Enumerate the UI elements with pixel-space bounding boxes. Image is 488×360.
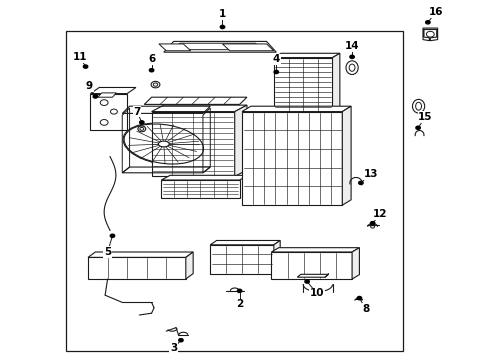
Circle shape <box>358 181 362 184</box>
Text: 16: 16 <box>428 7 443 17</box>
Polygon shape <box>273 240 280 274</box>
Text: 13: 13 <box>363 169 377 179</box>
Polygon shape <box>271 248 359 252</box>
Ellipse shape <box>100 100 108 105</box>
Polygon shape <box>90 94 127 130</box>
Polygon shape <box>151 105 246 112</box>
Polygon shape <box>273 58 332 112</box>
Polygon shape <box>88 257 185 279</box>
Circle shape <box>237 289 241 293</box>
Ellipse shape <box>100 120 108 125</box>
Text: 5: 5 <box>104 247 111 257</box>
Text: 1: 1 <box>219 9 225 19</box>
Text: 8: 8 <box>362 304 368 314</box>
Polygon shape <box>210 245 273 274</box>
Circle shape <box>93 95 98 98</box>
Text: 10: 10 <box>309 288 324 298</box>
Text: 6: 6 <box>148 54 155 64</box>
Polygon shape <box>163 41 276 52</box>
Text: 9: 9 <box>86 81 93 91</box>
Polygon shape <box>161 175 248 180</box>
Circle shape <box>305 280 308 283</box>
Circle shape <box>425 21 429 24</box>
Circle shape <box>140 121 143 124</box>
Text: 2: 2 <box>236 299 243 309</box>
Polygon shape <box>332 53 339 112</box>
Polygon shape <box>422 28 437 41</box>
Ellipse shape <box>140 127 143 130</box>
Polygon shape <box>242 106 350 112</box>
Circle shape <box>273 71 278 74</box>
Polygon shape <box>185 252 193 279</box>
Circle shape <box>370 221 374 225</box>
Circle shape <box>220 25 224 29</box>
Polygon shape <box>351 248 359 279</box>
Polygon shape <box>297 274 328 277</box>
Ellipse shape <box>151 81 160 88</box>
Polygon shape <box>161 180 239 198</box>
Text: 7: 7 <box>133 107 141 117</box>
Polygon shape <box>222 44 273 51</box>
Circle shape <box>415 126 419 129</box>
Circle shape <box>83 65 88 68</box>
Polygon shape <box>88 252 193 257</box>
Circle shape <box>356 296 361 300</box>
Polygon shape <box>342 106 350 205</box>
Polygon shape <box>210 240 280 245</box>
Circle shape <box>110 234 115 238</box>
Ellipse shape <box>123 123 204 165</box>
Text: 15: 15 <box>417 112 432 122</box>
Polygon shape <box>159 44 190 51</box>
Polygon shape <box>273 53 339 58</box>
Ellipse shape <box>411 99 424 113</box>
Polygon shape <box>98 93 116 97</box>
Ellipse shape <box>110 109 117 114</box>
Bar <box>66 31 403 351</box>
Text: 11: 11 <box>72 52 87 62</box>
Ellipse shape <box>138 126 145 132</box>
Circle shape <box>179 338 183 342</box>
Text: 12: 12 <box>372 209 387 219</box>
Polygon shape <box>173 43 264 50</box>
Text: 3: 3 <box>170 343 177 354</box>
Text: 4: 4 <box>272 54 280 64</box>
Circle shape <box>149 69 153 72</box>
Polygon shape <box>151 112 234 176</box>
Ellipse shape <box>426 31 433 37</box>
Ellipse shape <box>153 83 157 86</box>
Polygon shape <box>90 87 136 94</box>
Polygon shape <box>144 97 246 104</box>
Polygon shape <box>234 105 246 176</box>
Text: 14: 14 <box>344 41 359 51</box>
Ellipse shape <box>158 141 169 147</box>
Ellipse shape <box>345 61 357 75</box>
Circle shape <box>349 55 353 58</box>
Polygon shape <box>271 252 351 279</box>
Ellipse shape <box>348 64 354 71</box>
Polygon shape <box>242 112 342 205</box>
